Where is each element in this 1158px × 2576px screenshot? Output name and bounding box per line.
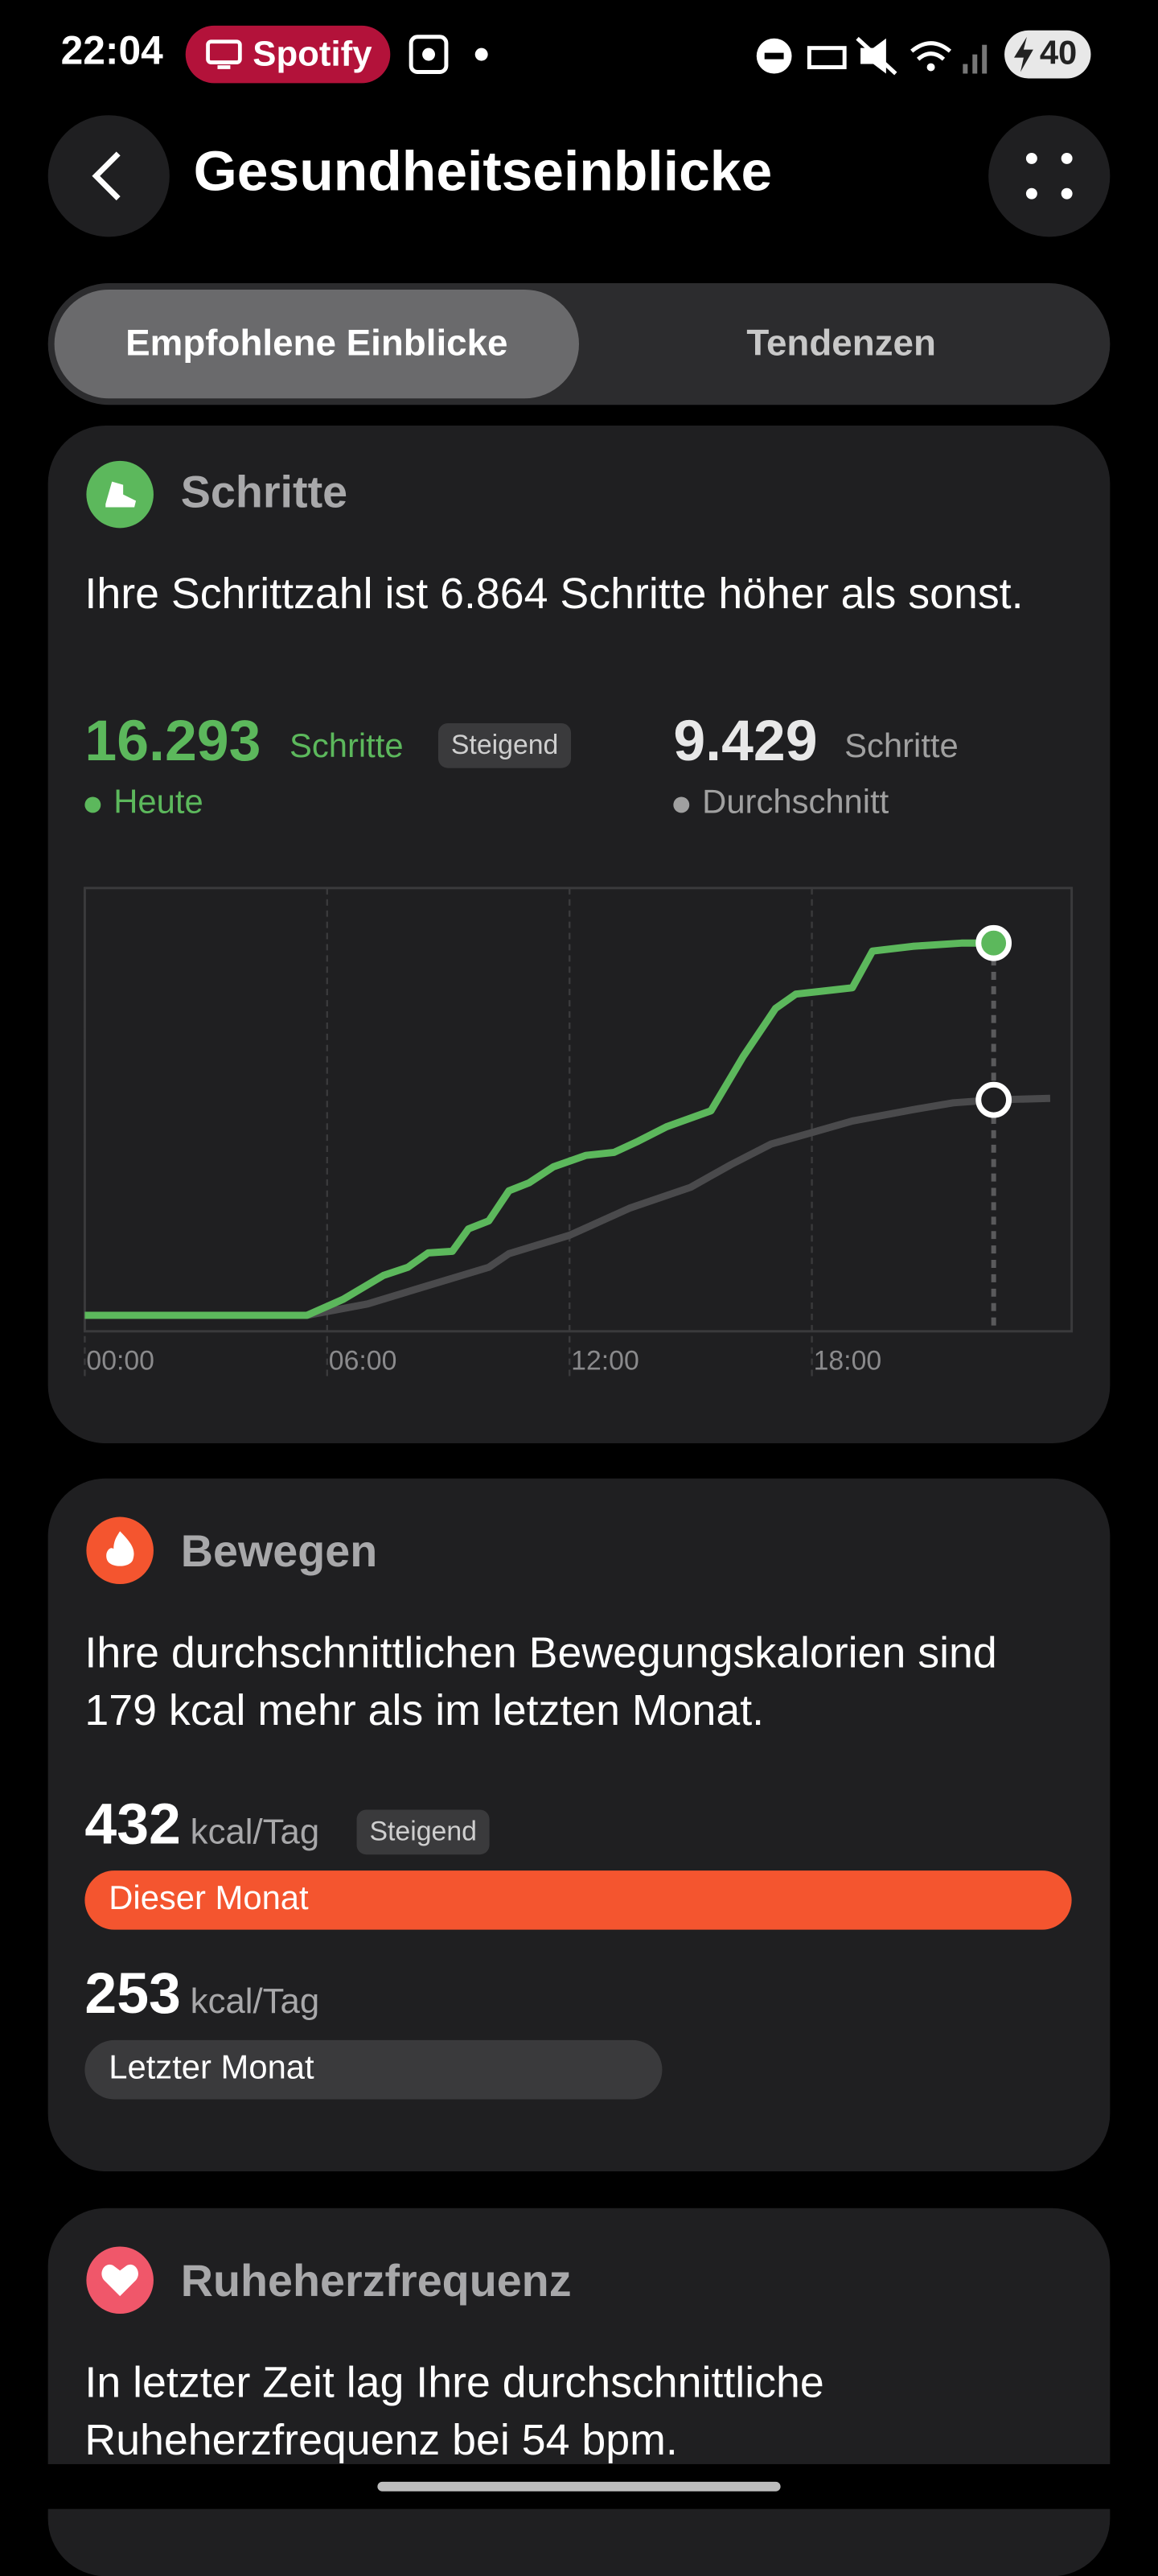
- status-icons-left: [409, 35, 488, 74]
- card-text: In letzter Zeit lag Ihre durchschnittlic…: [84, 2358, 824, 2464]
- average-unit: Schritte: [844, 727, 959, 765]
- series-line: [84, 1094, 1051, 1319]
- bar-label: Dieser Monat: [109, 1880, 309, 1917]
- menu-icon: [1025, 152, 1073, 200]
- card-title: Bewegen: [180, 1526, 378, 1577]
- card-title: Ruheherzfrequenz: [180, 2256, 572, 2306]
- app-pill[interactable]: Spotify: [185, 25, 391, 84]
- charging-icon: [1013, 36, 1033, 72]
- calorie-unit: kcal/Tag: [190, 1811, 320, 1852]
- calorie-bar: [84, 1870, 1072, 1930]
- average-label: Durchschnitt: [702, 784, 889, 821]
- status-time: 22:04: [60, 28, 163, 74]
- screen: 22:04 Spotify 40 Gesundheitseinblicke Em…: [47, 25, 1111, 2576]
- calorie-value: 253: [84, 1960, 181, 2027]
- card-title: Schritte: [180, 467, 348, 517]
- heart-card[interactable]: Ruheherzfrequenz In letzter Zeit lag Ihr…: [47, 2208, 1111, 2576]
- tab-bar: Empfohlene Einblicke Tendenzen: [47, 283, 1111, 405]
- menu-button[interactable]: [988, 115, 1111, 237]
- move-icon: [86, 1516, 154, 1585]
- trend-badge: Steigend: [356, 1809, 490, 1855]
- page: 22:04 Spotify 40 Gesundheitseinblicke Em…: [47, 25, 1111, 2576]
- bar-label: Letzter Monat: [109, 2049, 314, 2087]
- status-icons-right: [756, 36, 988, 76]
- move-bars: 432 kcal/Tag Steigend Dieser Monat 253 kcal/T…: [84, 1790, 1072, 2111]
- average-marker: [975, 1081, 1012, 1118]
- home-indicator[interactable]: [377, 2481, 781, 2492]
- move-card[interactable]: Bewegen Ihre durchschnittlichen Bewegung…: [47, 1478, 1111, 2172]
- x-tick-label: 18:00: [814, 1346, 882, 1376]
- card-text: Ihre durchschnittlichen Bewegungskalorie…: [84, 1628, 997, 1735]
- battery: 40: [1004, 30, 1091, 79]
- trend-badge: Steigend: [437, 723, 572, 768]
- series-line: [84, 939, 994, 1319]
- x-tick-label: 12:00: [571, 1346, 639, 1376]
- x-tick-label: 06:00: [329, 1346, 397, 1376]
- plot-frame: [83, 887, 1074, 1333]
- today-unit: Schritte: [289, 727, 404, 765]
- page-title: Gesundheitseinblicke: [193, 141, 773, 204]
- today-label: Heute: [113, 784, 203, 821]
- calorie-unit: kcal/Tag: [190, 1981, 320, 2022]
- today-marker: [975, 924, 1012, 961]
- heart-icon: [86, 2246, 154, 2315]
- back-icon: [92, 151, 121, 201]
- steps-chart: 00:00 06:00 12:00 18:00: [83, 887, 1074, 1380]
- battery-level: 40: [1039, 35, 1078, 72]
- card-text: Ihre Schrittzahl ist 6.864 Schritte höhe…: [84, 570, 1024, 618]
- calorie-value: 432: [84, 1790, 181, 1857]
- steps-icon: [86, 460, 154, 529]
- today-value: 16.293: [84, 707, 261, 773]
- tab-label[interactable]: Tendenzen: [746, 321, 936, 364]
- steps-card[interactable]: Schritte Ihre Schrittzahl ist 6.864 Schr…: [47, 426, 1111, 1444]
- today-legend: Heute: [84, 784, 203, 823]
- x-tick-label: 00:00: [86, 1346, 154, 1376]
- app-name: Spotify: [253, 33, 372, 74]
- back-button[interactable]: [47, 115, 170, 237]
- average-value: 9.429: [673, 707, 818, 773]
- cast-icon: [206, 39, 242, 69]
- calorie-bar: [84, 2039, 663, 2100]
- tab-active[interactable]: [54, 289, 579, 399]
- average-legend: Durchschnitt: [673, 784, 889, 823]
- tab-label[interactable]: Empfohlene Einblicke: [125, 321, 508, 364]
